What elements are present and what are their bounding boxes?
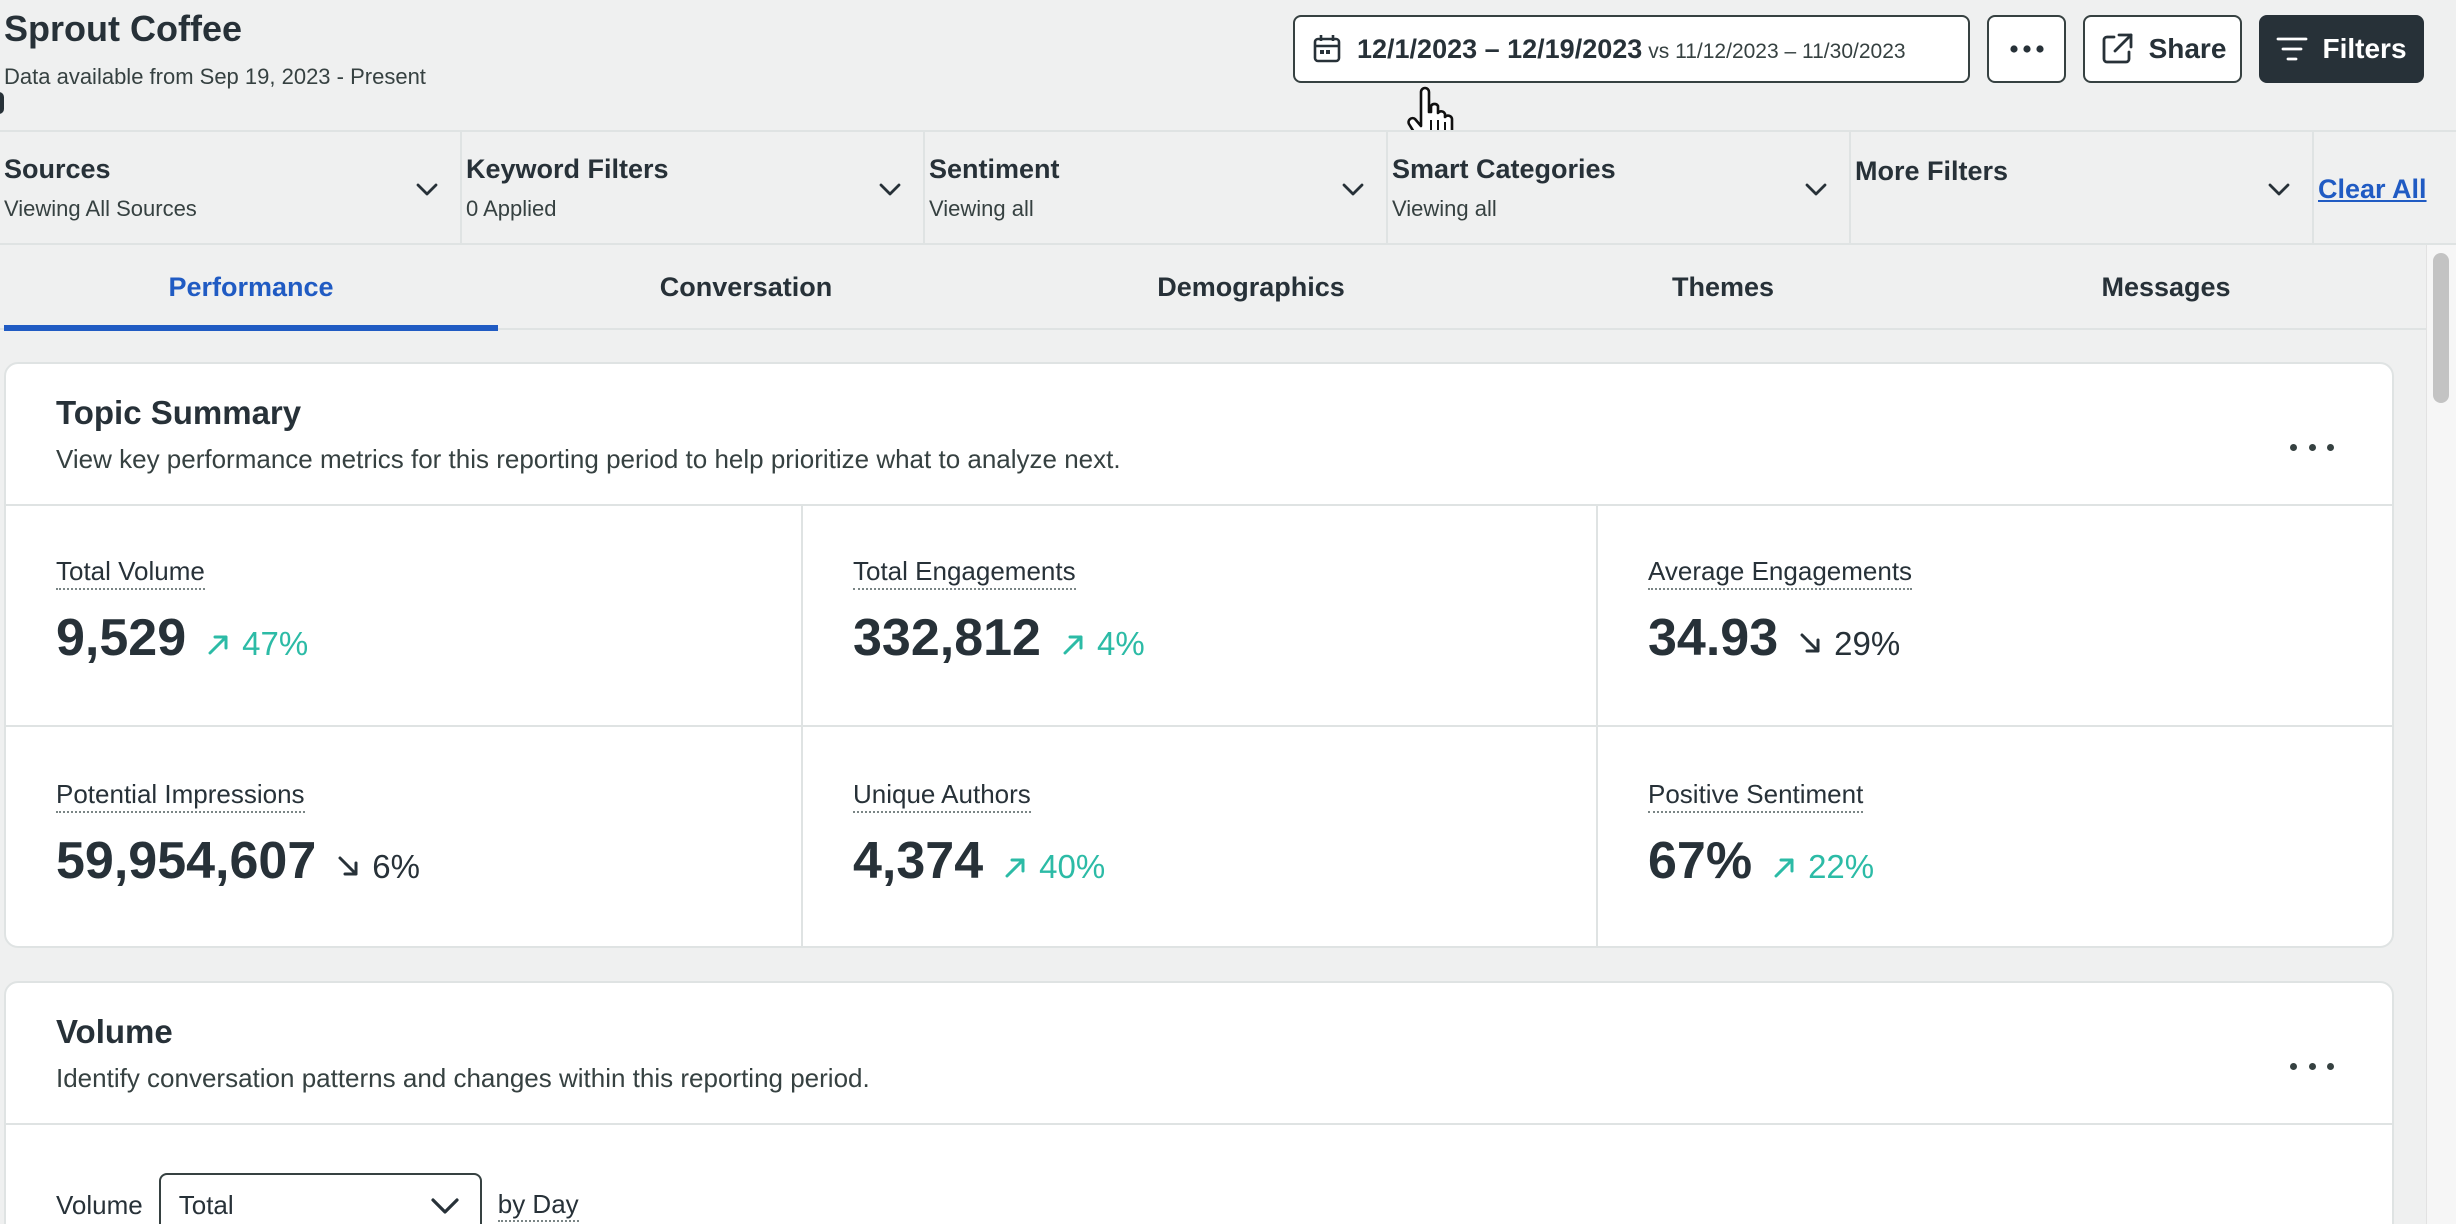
tab-themes[interactable]: Themes — [1671, 271, 1775, 302]
trend-up-arrow-icon — [208, 635, 228, 655]
share-label: Share — [2148, 33, 2227, 64]
filters-label: Filters — [2322, 33, 2407, 64]
interval-selector[interactable]: by Day — [497, 1189, 579, 1222]
select-value: Total — [178, 1189, 234, 1220]
tab-performance[interactable]: Performance — [4, 245, 498, 331]
volume-controls: Volume Total by Day — [56, 1173, 579, 1224]
filter-value: Viewing all — [929, 196, 1034, 221]
trend-up-arrow-icon — [1063, 635, 1083, 655]
report-header: Sprout Coffee Data available from Sep 19… — [0, 0, 2456, 146]
metric-label[interactable]: Unique Authors — [853, 779, 1031, 813]
metric-label[interactable]: Total Volume — [56, 556, 205, 590]
filter-label: Keyword Filters — [466, 154, 669, 184]
metric-label[interactable]: Average Engagements — [1648, 556, 1913, 590]
filter-keyword[interactable]: Keyword Filters 0 Applied — [463, 132, 925, 245]
filter-value: Viewing All Sources — [4, 196, 197, 221]
external-share-icon — [2102, 33, 2132, 64]
metric-change: 29% — [1834, 625, 1901, 662]
divider — [6, 504, 2392, 506]
metric-value: 4,374 — [853, 832, 984, 890]
metric-average-engagements: Average Engagements 34.93 29% — [1598, 504, 2392, 725]
divider — [6, 725, 2392, 727]
clear-all-link[interactable]: Clear All — [2318, 174, 2427, 204]
card-more-options-button[interactable] — [2290, 432, 2334, 462]
date-range-button[interactable]: 12/1/2023 – 12/19/2023 vs 11/12/2023 – 11… — [1293, 15, 1970, 83]
volume-metric-label: Volume — [56, 1189, 143, 1220]
metric-value: 34.93 — [1648, 609, 1779, 667]
tab-messages[interactable]: Messages — [2101, 271, 2231, 302]
report-tabs: Performance Conversation Demographics Th… — [0, 245, 2426, 331]
filter-value: Viewing all — [1392, 196, 1497, 221]
card-description: View key performance metrics for this re… — [56, 444, 1121, 474]
filter-value: 0 Applied — [466, 196, 557, 221]
ellipsis-icon — [2009, 45, 2044, 53]
metric-positive-sentiment: Positive Sentiment 67% 22% — [1598, 727, 2392, 946]
tab-demographics[interactable]: Demographics — [1157, 271, 1345, 302]
metric-label[interactable]: Potential Impressions — [56, 779, 305, 813]
date-range-text: 12/1/2023 – 12/19/2023 — [1357, 33, 1643, 64]
compare-range-text: vs 11/12/2023 – 11/30/2023 — [1648, 39, 1906, 63]
calendar-icon — [1313, 35, 1341, 63]
metric-value: 9,529 — [56, 609, 187, 667]
volume-card: Volume Identify conversation patterns an… — [4, 981, 2394, 1224]
trend-down-arrow-icon — [338, 856, 358, 876]
volume-type-select[interactable]: Total — [158, 1173, 482, 1224]
metric-label[interactable]: Positive Sentiment — [1648, 779, 1864, 813]
filter-sentiment[interactable]: Sentiment Viewing all — [926, 132, 1388, 245]
filter-label: Smart Categories — [1392, 154, 1616, 184]
metric-value: 332,812 — [853, 609, 1041, 667]
edge-handle — [0, 92, 4, 114]
filter-smart-categories[interactable]: Smart Categories Viewing all — [1389, 132, 1851, 245]
divider — [6, 1123, 2392, 1125]
metric-value: 67% — [1648, 832, 1753, 890]
metrics-grid: Total Volume 9,529 47% Total Engagements… — [6, 504, 2392, 946]
metric-change: 6% — [372, 848, 420, 885]
filter-more[interactable]: More Filters — [1852, 132, 2314, 245]
metric-change: 22% — [1808, 848, 1875, 885]
filters-button[interactable]: Filters — [2259, 15, 2424, 83]
chevron-down-icon — [2268, 183, 2290, 196]
tab-conversation[interactable]: Conversation — [659, 271, 833, 302]
chevron-down-icon — [431, 1198, 459, 1214]
card-more-options-button[interactable] — [2290, 1051, 2334, 1081]
chevron-down-icon — [879, 183, 901, 196]
filter-label: Sentiment — [929, 154, 1060, 184]
chevron-down-icon — [1805, 183, 1827, 196]
metric-change: 40% — [1039, 848, 1106, 885]
filter-bar: Sources Viewing All Sources Keyword Filt… — [0, 130, 2456, 245]
metric-unique-authors: Unique Authors 4,374 40% — [803, 727, 1598, 946]
card-title: Volume — [56, 1013, 173, 1050]
share-button[interactable]: Share — [2083, 15, 2242, 83]
metric-value: 59,954,607 — [56, 832, 317, 890]
trend-up-arrow-icon — [1005, 858, 1025, 878]
metric-total-volume: Total Volume 9,529 47% — [6, 504, 801, 725]
data-availability-text: Data available from Sep 19, 2023 - Prese… — [4, 64, 426, 89]
trend-down-arrow-icon — [1800, 633, 1820, 653]
more-options-button[interactable] — [1987, 15, 2066, 83]
card-description: Identify conversation patterns and chang… — [56, 1063, 870, 1093]
card-title: Topic Summary — [56, 394, 302, 431]
filter-label: More Filters — [1855, 156, 2009, 186]
filter-label: Sources — [4, 154, 111, 184]
metric-change: 4% — [1096, 625, 1145, 662]
metric-label[interactable]: Total Engagements — [853, 556, 1076, 590]
metric-potential-impressions: Potential Impressions 59,954,607 6% — [6, 727, 801, 946]
chevron-down-icon — [1342, 183, 1364, 196]
chevron-down-icon — [416, 183, 438, 196]
filter-lines-icon — [2277, 37, 2308, 61]
filter-sources[interactable]: Sources Viewing All Sources — [0, 132, 462, 245]
metric-total-engagements: Total Engagements 332,812 4% — [803, 504, 1598, 725]
trend-up-arrow-icon — [1774, 858, 1794, 878]
topic-summary-card: Topic Summary View key performance metri… — [4, 362, 2394, 948]
scrollbar-track[interactable] — [2426, 245, 2456, 1224]
scrollbar-thumb[interactable] — [2433, 253, 2449, 403]
metric-change: 47% — [242, 625, 309, 662]
page-title: Sprout Coffee — [4, 8, 242, 49]
